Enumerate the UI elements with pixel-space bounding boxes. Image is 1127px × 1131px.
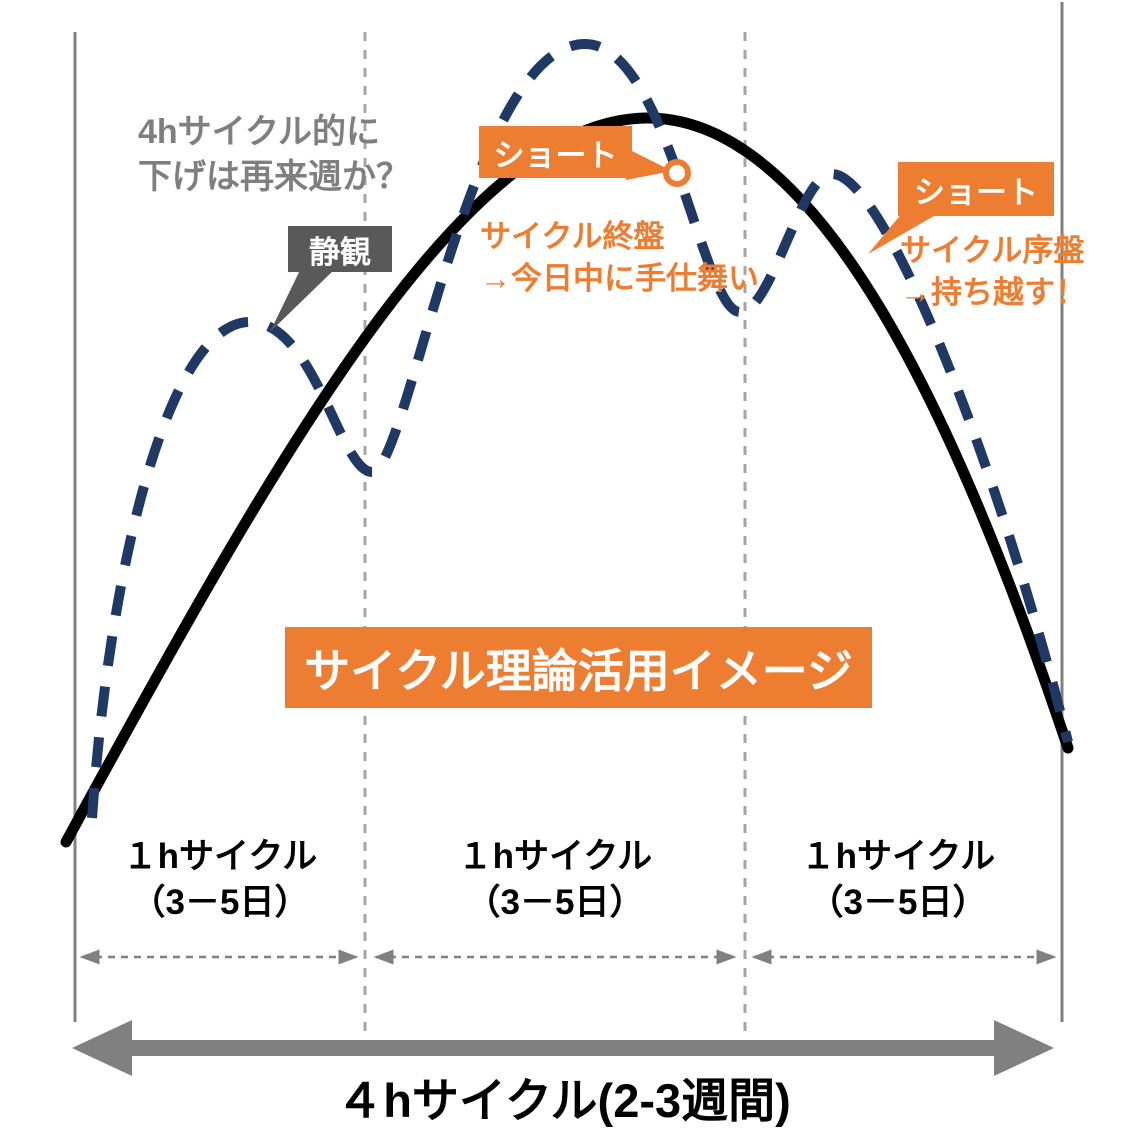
title-banner: サイクル理論活用イメージ — [285, 627, 872, 708]
cycle-start-note: サイクル序盤 →持ち越す！ — [900, 230, 1086, 314]
full-span-arrowhead-right-icon — [994, 1020, 1054, 1076]
full-span-arrowhead-left-icon — [72, 1020, 132, 1076]
short-tag-2: ショート — [898, 162, 1054, 216]
top-left-note: 4hサイクル的に 下げは再来週か？ — [138, 110, 410, 200]
cycle-start-note-line1: サイクル序盤 — [900, 233, 1085, 268]
short-tag-1: ショート — [479, 126, 632, 178]
section-2-cycle-label: １hサイクル — [457, 837, 653, 876]
bottom-title-label: ４hサイクル(2-3週間) — [336, 1074, 791, 1127]
cycle-end-note-line2: →今日中に手仕舞い — [480, 260, 759, 296]
entry-point-circle-icon — [663, 159, 691, 187]
cycle-end-note-line1: サイクル終盤 — [480, 219, 665, 254]
top-left-note-line1: 4hサイクル的に — [138, 113, 380, 151]
wait-tag-label: 静観 — [309, 234, 371, 270]
title-banner-label: サイクル理論活用イメージ — [304, 644, 853, 697]
curve-4h-cycle — [60, 112, 1074, 848]
section-1-label: １hサイクル （3－5日） — [60, 834, 380, 925]
section-1-cycle-label: １hサイクル — [122, 837, 318, 876]
short-tag-1-label: ショート — [493, 137, 618, 173]
section-1-duration: （3－5日） — [130, 882, 310, 922]
section-3-duration: （3－5日） — [808, 882, 988, 922]
section-2-label: １hサイクル （3－5日） — [395, 834, 715, 925]
short-tag-2-tail — [868, 212, 941, 254]
cycle-start-note-line2: →持ち越す！ — [900, 274, 1086, 310]
bottom-title: ４hサイクル(2-3週間) — [0, 1062, 1127, 1131]
short-tag-2-label: ショート — [914, 174, 1038, 210]
section-2-duration: （3－5日） — [465, 882, 645, 922]
short-tag-1-tail — [626, 148, 672, 180]
section-3-label: １hサイクル （3－5日） — [738, 834, 1058, 925]
section-3-cycle-label: １hサイクル — [800, 837, 996, 876]
top-left-note-line2: 下げは再来週か？ — [138, 157, 410, 196]
curve-1h-cycles-dashed — [87, 38, 1073, 819]
wait-tag: 静観 — [288, 226, 392, 272]
wait-tag-tail — [270, 266, 338, 332]
cycle-end-note: サイクル終盤 →今日中に手仕舞い — [480, 216, 759, 300]
